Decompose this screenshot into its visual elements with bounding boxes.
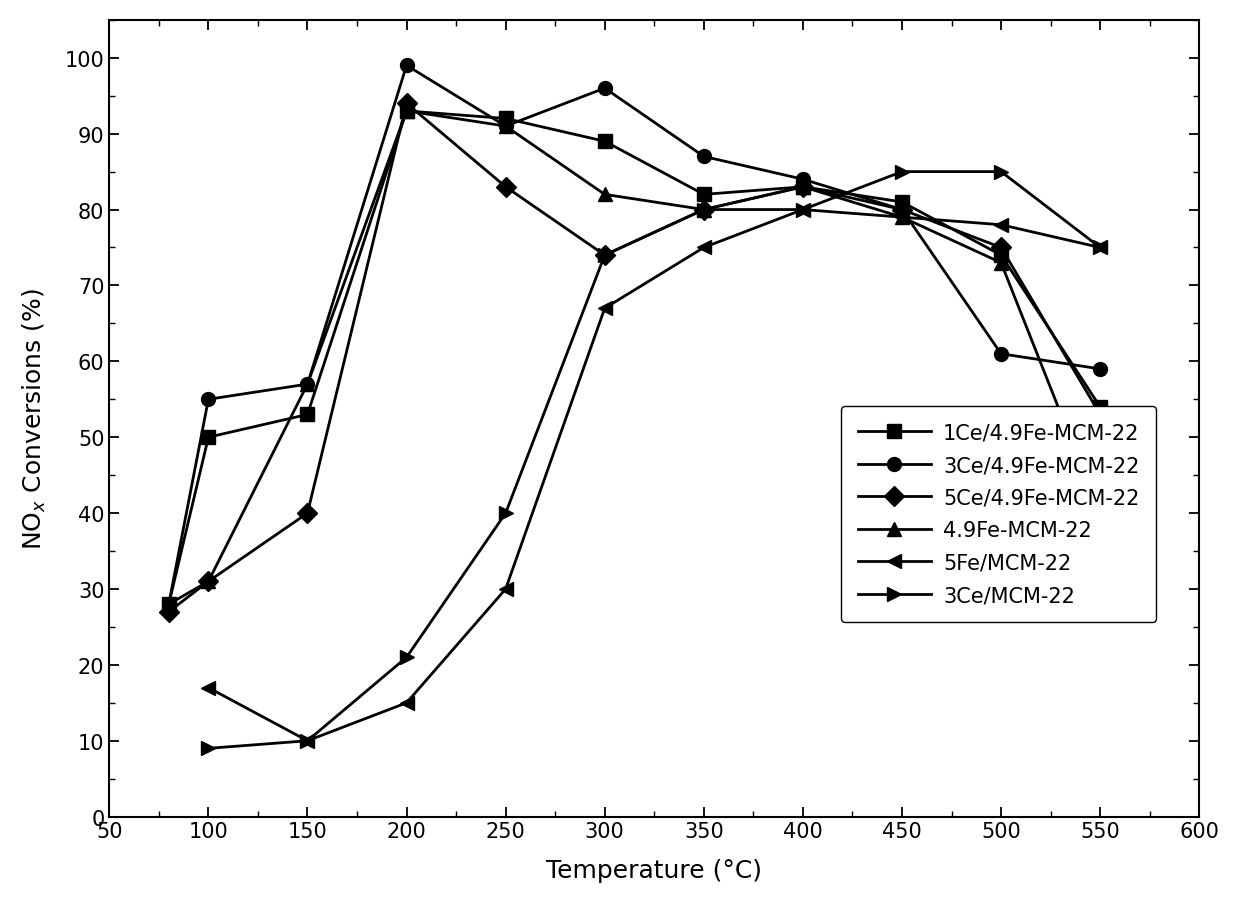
5Ce/4.9Fe-MCM-22 <box>993 243 1008 254</box>
5Fe/MCM-22 <box>795 205 810 216</box>
1Ce/4.9Fe-MCM-22 <box>795 182 810 193</box>
5Fe/MCM-22 <box>498 584 513 595</box>
1Ce/4.9Fe-MCM-22 <box>161 599 176 610</box>
4.9Fe-MCM-22 <box>697 205 712 216</box>
3Ce/MCM-22 <box>993 167 1008 178</box>
4.9Fe-MCM-22 <box>201 576 216 587</box>
5Fe/MCM-22 <box>300 736 315 747</box>
Line: 3Ce/MCM-22: 3Ce/MCM-22 <box>201 165 1107 756</box>
4.9Fe-MCM-22 <box>399 107 414 117</box>
1Ce/4.9Fe-MCM-22 <box>399 107 414 117</box>
4.9Fe-MCM-22 <box>894 212 909 223</box>
Line: 3Ce/4.9Fe-MCM-22: 3Ce/4.9Fe-MCM-22 <box>161 60 1107 611</box>
3Ce/MCM-22 <box>795 205 810 216</box>
5Ce/4.9Fe-MCM-22 <box>498 182 513 193</box>
3Ce/MCM-22 <box>598 250 613 261</box>
4.9Fe-MCM-22 <box>1092 508 1107 519</box>
5Ce/4.9Fe-MCM-22 <box>201 576 216 587</box>
Line: 5Fe/MCM-22: 5Fe/MCM-22 <box>201 203 1107 748</box>
Line: 4.9Fe-MCM-22: 4.9Fe-MCM-22 <box>161 105 1107 611</box>
Line: 5Ce/4.9Fe-MCM-22: 5Ce/4.9Fe-MCM-22 <box>161 98 1107 619</box>
4.9Fe-MCM-22 <box>300 379 315 390</box>
3Ce/MCM-22 <box>697 205 712 216</box>
3Ce/4.9Fe-MCM-22 <box>399 61 414 71</box>
5Fe/MCM-22 <box>697 243 712 254</box>
4.9Fe-MCM-22 <box>795 182 810 193</box>
5Ce/4.9Fe-MCM-22 <box>161 607 176 618</box>
3Ce/MCM-22 <box>201 743 216 754</box>
3Ce/MCM-22 <box>399 652 414 663</box>
4.9Fe-MCM-22 <box>993 258 1008 269</box>
5Ce/4.9Fe-MCM-22 <box>598 250 613 261</box>
1Ce/4.9Fe-MCM-22 <box>1092 402 1107 413</box>
5Fe/MCM-22 <box>201 683 216 694</box>
1Ce/4.9Fe-MCM-22 <box>300 410 315 421</box>
3Ce/4.9Fe-MCM-22 <box>795 174 810 185</box>
3Ce/MCM-22 <box>498 508 513 519</box>
3Ce/4.9Fe-MCM-22 <box>697 152 712 163</box>
5Ce/4.9Fe-MCM-22 <box>1092 410 1107 421</box>
3Ce/4.9Fe-MCM-22 <box>894 205 909 216</box>
5Fe/MCM-22 <box>894 212 909 223</box>
3Ce/MCM-22 <box>1092 243 1107 254</box>
3Ce/4.9Fe-MCM-22 <box>201 395 216 405</box>
Line: 1Ce/4.9Fe-MCM-22: 1Ce/4.9Fe-MCM-22 <box>161 105 1107 611</box>
5Ce/4.9Fe-MCM-22 <box>300 508 315 519</box>
1Ce/4.9Fe-MCM-22 <box>993 250 1008 261</box>
5Fe/MCM-22 <box>399 698 414 709</box>
3Ce/4.9Fe-MCM-22 <box>498 122 513 133</box>
4.9Fe-MCM-22 <box>598 190 613 200</box>
5Ce/4.9Fe-MCM-22 <box>894 205 909 216</box>
Y-axis label: NO$_x$ Conversions (%): NO$_x$ Conversions (%) <box>21 288 48 550</box>
3Ce/MCM-22 <box>894 167 909 178</box>
5Fe/MCM-22 <box>1092 243 1107 254</box>
5Fe/MCM-22 <box>598 303 613 314</box>
5Fe/MCM-22 <box>993 220 1008 231</box>
3Ce/4.9Fe-MCM-22 <box>993 349 1008 359</box>
3Ce/4.9Fe-MCM-22 <box>1092 364 1107 375</box>
5Ce/4.9Fe-MCM-22 <box>399 98 414 109</box>
1Ce/4.9Fe-MCM-22 <box>697 190 712 200</box>
5Ce/4.9Fe-MCM-22 <box>795 182 810 193</box>
3Ce/4.9Fe-MCM-22 <box>161 599 176 610</box>
5Ce/4.9Fe-MCM-22 <box>697 205 712 216</box>
1Ce/4.9Fe-MCM-22 <box>598 136 613 147</box>
Legend: 1Ce/4.9Fe-MCM-22, 3Ce/4.9Fe-MCM-22, 5Ce/4.9Fe-MCM-22, 4.9Fe-MCM-22, 5Fe/MCM-22, : 1Ce/4.9Fe-MCM-22, 3Ce/4.9Fe-MCM-22, 5Ce/… <box>841 406 1156 622</box>
3Ce/4.9Fe-MCM-22 <box>300 379 315 390</box>
1Ce/4.9Fe-MCM-22 <box>201 433 216 443</box>
3Ce/MCM-22 <box>300 736 315 747</box>
1Ce/4.9Fe-MCM-22 <box>498 114 513 125</box>
1Ce/4.9Fe-MCM-22 <box>894 198 909 209</box>
X-axis label: Temperature (°C): Temperature (°C) <box>547 858 763 882</box>
4.9Fe-MCM-22 <box>498 122 513 133</box>
3Ce/4.9Fe-MCM-22 <box>598 84 613 95</box>
4.9Fe-MCM-22 <box>161 599 176 610</box>
